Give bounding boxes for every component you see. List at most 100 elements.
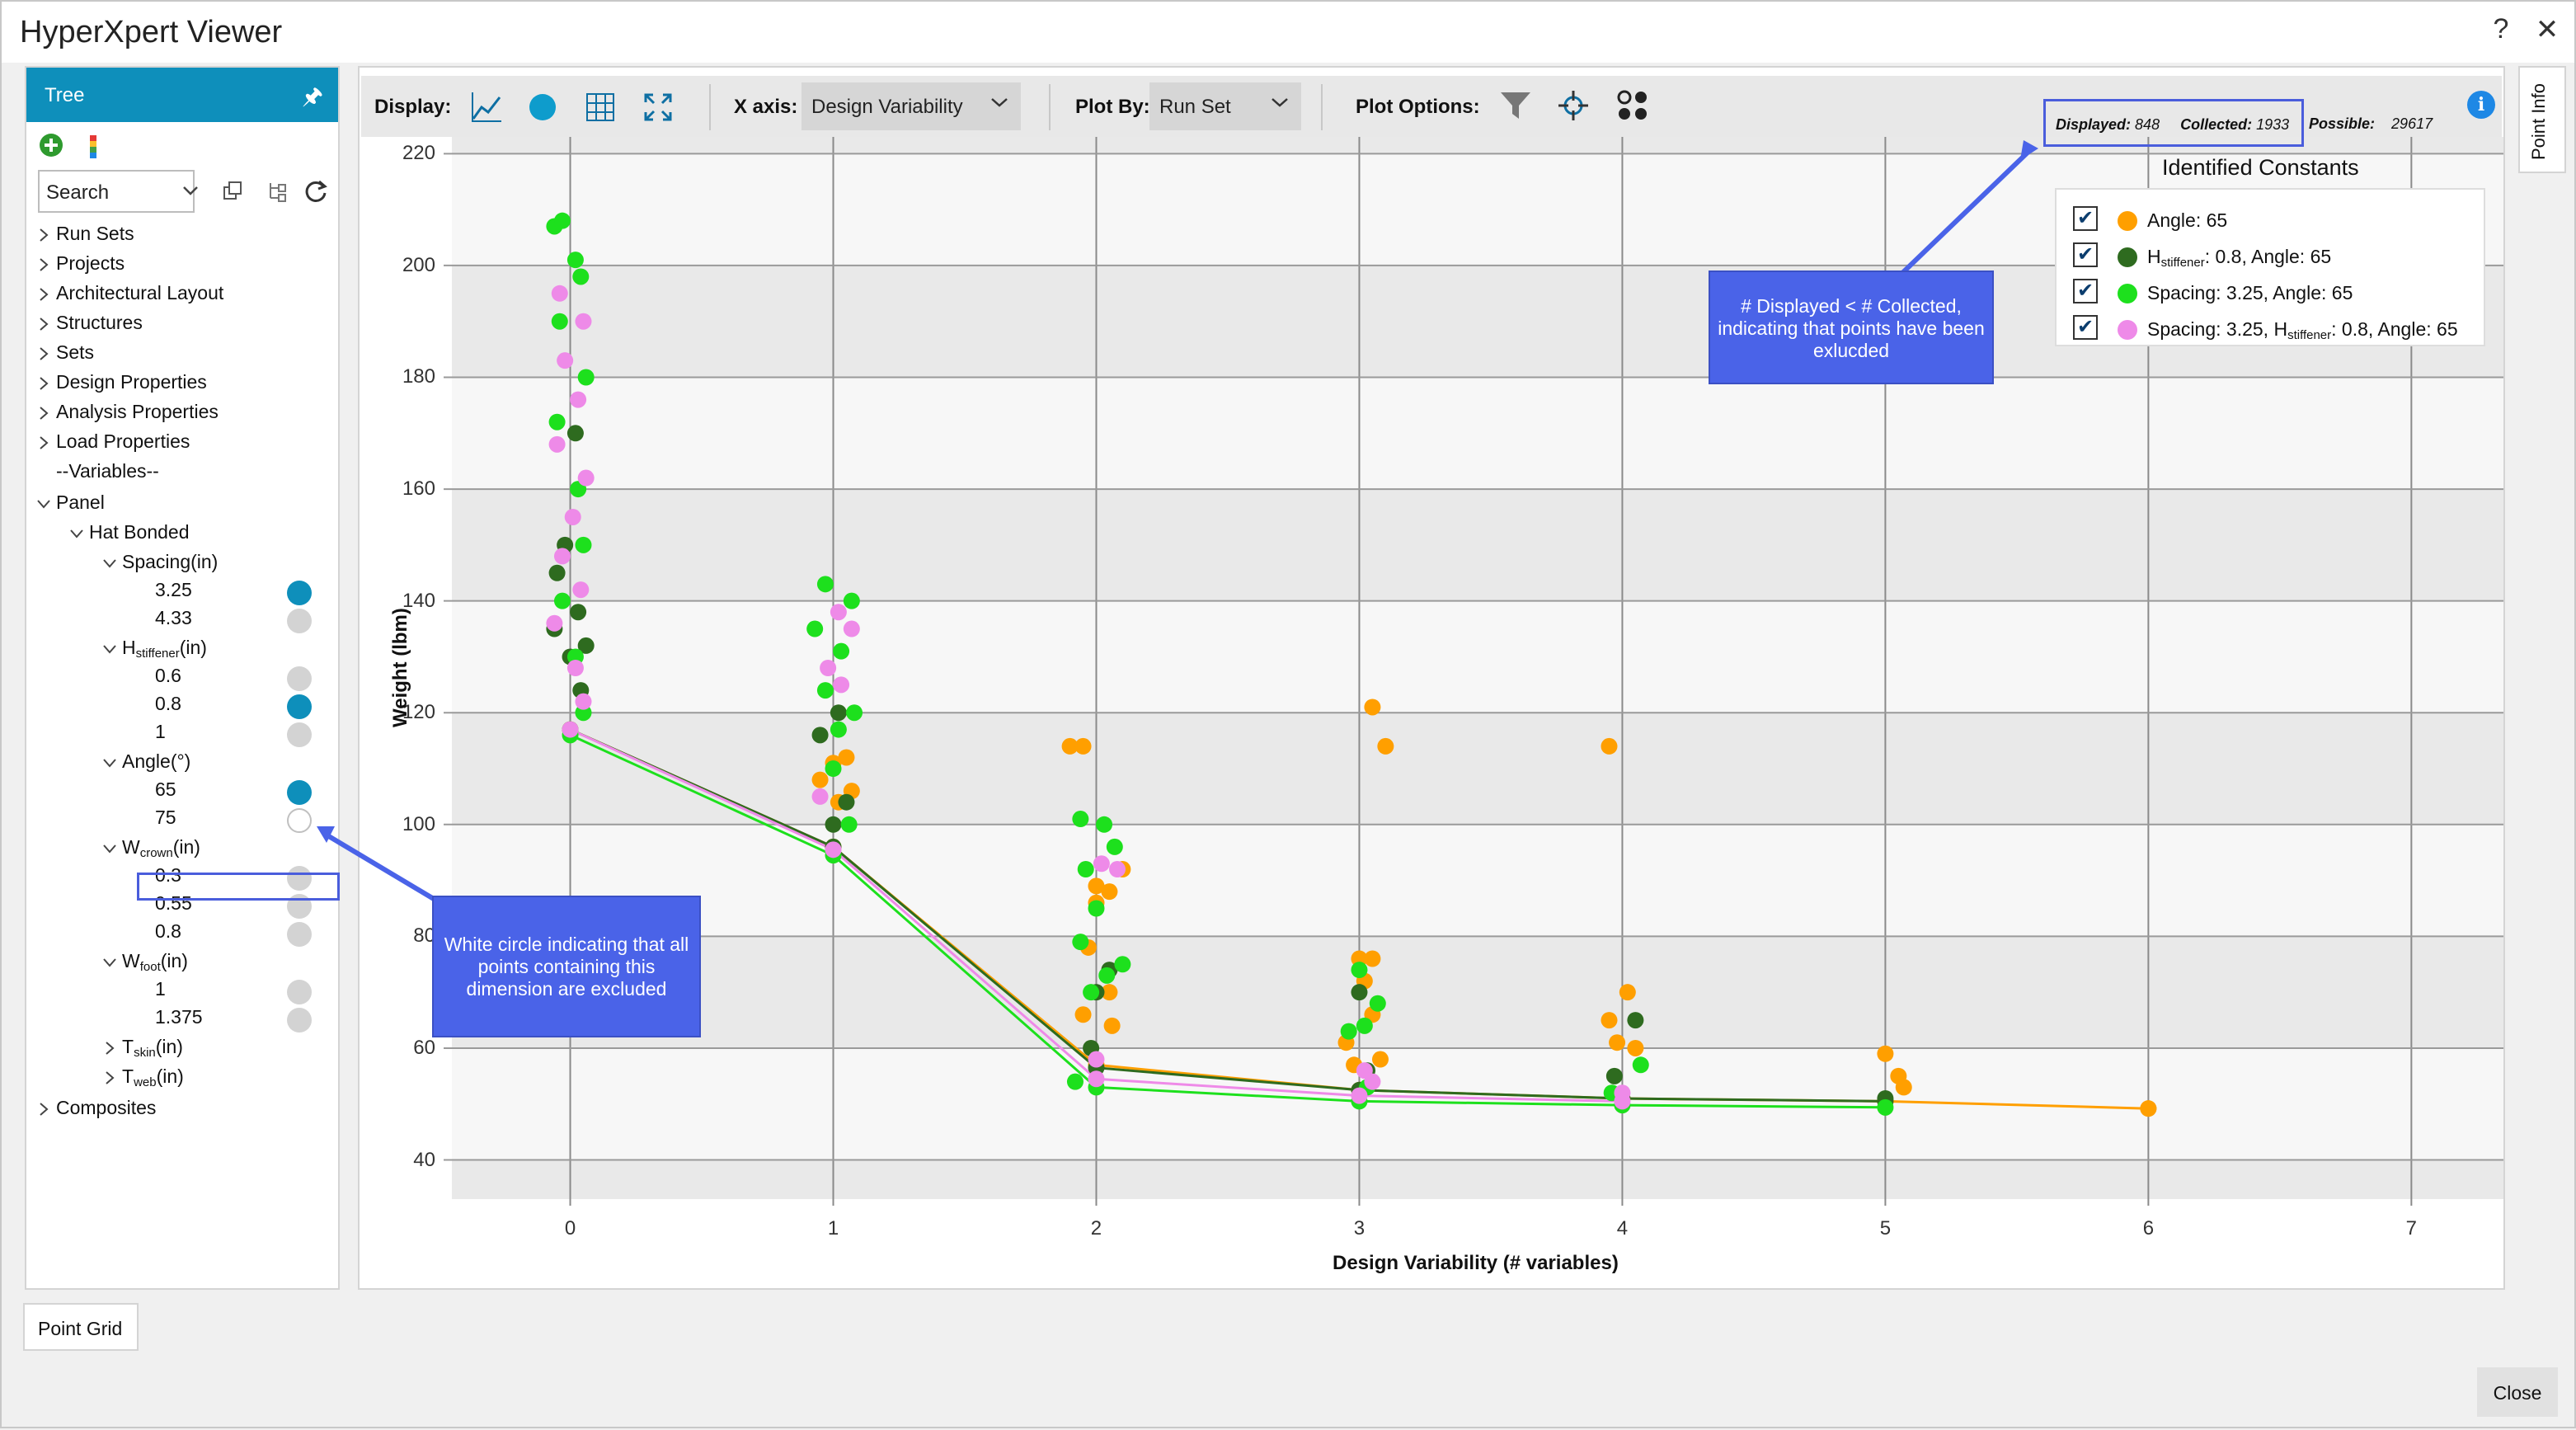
data-point[interactable] — [572, 581, 590, 599]
data-point[interactable] — [553, 548, 571, 565]
data-point[interactable] — [548, 435, 566, 453]
xaxis-select[interactable]: Design Variability — [801, 82, 1021, 130]
close-window-button[interactable]: ✕ — [2535, 14, 2560, 45]
checkbox-checked-icon[interactable]: ✔ — [2073, 206, 2098, 231]
chevron-right-icon[interactable] — [36, 376, 51, 391]
data-point[interactable] — [570, 391, 587, 408]
data-point[interactable] — [1066, 1073, 1084, 1090]
data-point[interactable] — [838, 749, 855, 766]
chevron-down-icon[interactable] — [102, 556, 117, 571]
data-point[interactable] — [577, 369, 595, 386]
chevron-right-icon[interactable] — [36, 287, 51, 302]
data-point[interactable] — [820, 660, 837, 676]
data-point[interactable] — [1371, 1051, 1389, 1068]
tree-item[interactable]: Run Sets — [56, 223, 134, 251]
chevron-down-icon[interactable] — [102, 841, 117, 856]
chevron-right-icon[interactable] — [102, 1041, 117, 1056]
data-point[interactable] — [811, 771, 829, 788]
data-point[interactable] — [1077, 861, 1094, 878]
data-point[interactable] — [577, 637, 595, 654]
data-point[interactable] — [843, 620, 860, 637]
chevron-right-icon[interactable] — [36, 435, 51, 450]
tree-item[interactable]: Structures — [56, 312, 143, 340]
data-point[interactable] — [572, 268, 590, 285]
tree-item[interactable]: Tweb(in) — [122, 1065, 184, 1094]
data-point[interactable] — [830, 704, 847, 722]
inclusion-toggle-dot[interactable] — [287, 866, 312, 891]
inclusion-toggle-dot[interactable] — [287, 581, 312, 605]
data-point[interactable] — [546, 614, 563, 632]
chevron-down-icon[interactable] — [102, 955, 117, 970]
info-icon[interactable]: i — [2467, 91, 2495, 119]
data-point[interactable] — [1627, 1039, 1644, 1056]
data-point[interactable] — [1088, 1051, 1105, 1068]
tree-item[interactable]: 0.8 — [155, 693, 181, 721]
point-style-icon[interactable] — [1616, 89, 1649, 122]
data-point[interactable] — [1351, 962, 1368, 979]
data-point[interactable] — [1074, 737, 1092, 755]
data-point[interactable] — [1340, 1023, 1357, 1040]
data-point[interactable] — [806, 620, 824, 637]
data-point[interactable] — [825, 816, 842, 833]
data-point[interactable] — [830, 721, 847, 738]
point-info-tab[interactable]: Point Info — [2518, 66, 2566, 173]
inclusion-toggle-dot[interactable] — [287, 780, 312, 805]
tree-item[interactable]: 0.8 — [155, 920, 181, 948]
chevron-right-icon[interactable] — [102, 1070, 117, 1085]
inclusion-toggle-dot[interactable] — [287, 980, 312, 1004]
data-point[interactable] — [1061, 737, 1079, 755]
tree-item[interactable]: Composites — [56, 1097, 156, 1125]
data-point[interactable] — [1351, 984, 1368, 1001]
inclusion-toggle-dot[interactable] — [287, 808, 312, 833]
data-point[interactable] — [1619, 984, 1636, 1001]
data-point[interactable] — [575, 693, 592, 710]
data-point[interactable] — [833, 676, 850, 694]
scatter-dot-icon[interactable] — [528, 92, 557, 122]
inclusion-toggle-dot[interactable] — [287, 666, 312, 691]
tree-item[interactable]: Wfoot(in) — [122, 950, 188, 978]
data-point[interactable] — [1072, 934, 1089, 951]
data-point[interactable] — [811, 788, 829, 805]
data-point[interactable] — [1601, 737, 1618, 755]
tree-search-input[interactable]: Search — [38, 170, 195, 213]
data-point[interactable] — [1088, 900, 1105, 917]
inclusion-toggle-dot[interactable] — [287, 609, 312, 633]
tree-item[interactable]: 0.3 — [155, 864, 181, 892]
filter-icon[interactable] — [1499, 89, 1532, 122]
data-point[interactable] — [840, 816, 858, 833]
data-point[interactable] — [816, 682, 834, 699]
tree-item[interactable]: 1 — [155, 978, 166, 1006]
chevron-right-icon[interactable] — [36, 257, 51, 272]
front-point[interactable] — [1614, 1093, 1631, 1110]
tree-structure-icon[interactable] — [266, 180, 289, 203]
plotby-select[interactable]: Run Set — [1149, 82, 1301, 130]
tree-item[interactable]: Wcrown(in) — [122, 836, 200, 864]
tree-item[interactable]: Angle(°) — [122, 750, 190, 779]
checkbox-checked-icon[interactable]: ✔ — [2073, 279, 2098, 303]
data-point[interactable] — [1101, 883, 1118, 901]
data-point[interactable] — [566, 660, 584, 676]
data-point[interactable] — [551, 313, 568, 330]
data-point[interactable] — [553, 212, 571, 229]
inclusion-toggle-dot[interactable] — [287, 722, 312, 747]
data-point[interactable] — [575, 536, 592, 553]
search-dropdown-chevron-icon[interactable] — [181, 183, 200, 200]
data-point[interactable] — [1103, 1017, 1121, 1034]
tree-item[interactable]: --Variables-- — [56, 460, 159, 488]
data-point[interactable] — [1364, 699, 1381, 716]
inclusion-toggle-dot[interactable] — [287, 694, 312, 719]
data-point[interactable] — [1093, 855, 1110, 873]
refresh-icon[interactable] — [302, 178, 330, 206]
data-point[interactable] — [1377, 737, 1394, 755]
data-point[interactable] — [1369, 995, 1386, 1012]
tree-item[interactable]: 1 — [155, 721, 166, 749]
tree-item[interactable]: 0.55 — [155, 892, 192, 920]
front-point[interactable] — [2140, 1100, 2157, 1117]
chevron-down-icon[interactable] — [36, 496, 51, 511]
data-point[interactable] — [1356, 1062, 1373, 1080]
grid-table-icon[interactable] — [585, 92, 615, 122]
data-point[interactable] — [548, 413, 566, 430]
chevron-right-icon[interactable] — [36, 346, 51, 361]
data-point[interactable] — [1083, 984, 1100, 1001]
data-point[interactable] — [1088, 877, 1105, 895]
